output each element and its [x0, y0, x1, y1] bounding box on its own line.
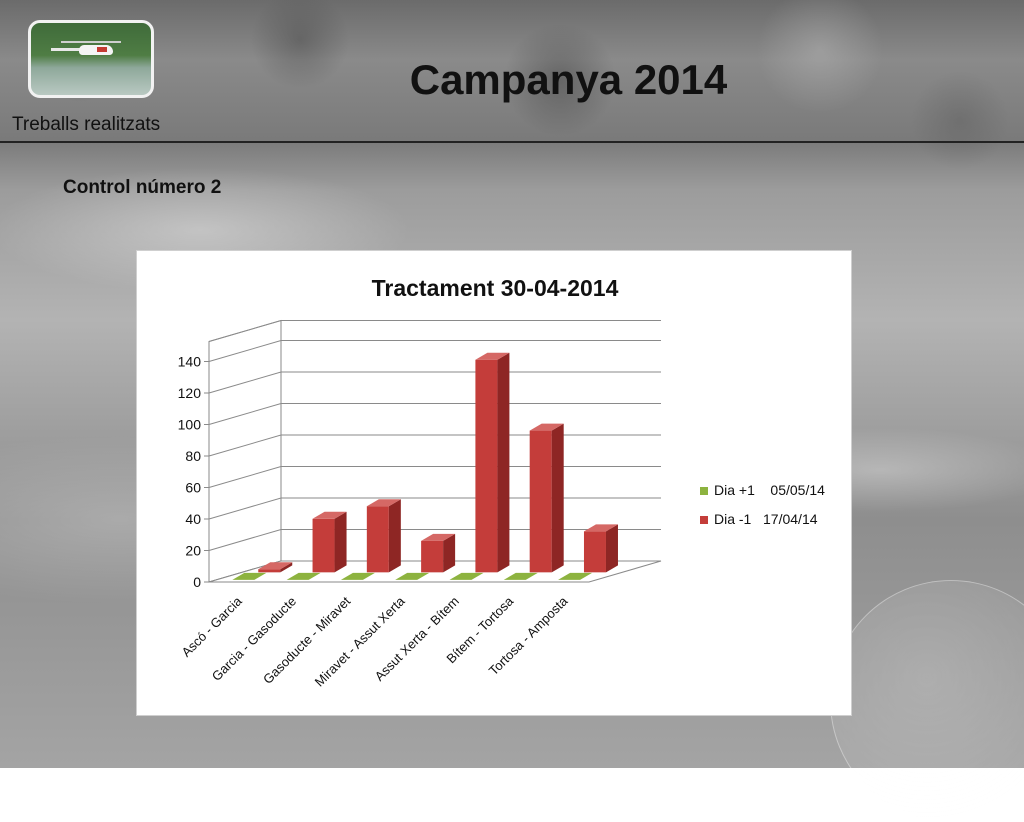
bar-top-green [232, 572, 267, 580]
bar-chart: Tractament 30-04-2014 0 20 40 60 80 100 120 140… [178, 275, 825, 689]
bar-side [388, 499, 401, 573]
bar-top-green [286, 572, 321, 580]
helicopter-body [79, 45, 113, 55]
bar-side [551, 423, 564, 573]
helicopter-rotor [61, 41, 121, 43]
bar-top [312, 511, 347, 519]
bar-top [475, 352, 510, 360]
bar-top [421, 533, 456, 541]
bar-side [497, 352, 510, 573]
bar-front [366, 506, 389, 573]
helicopter-photo [28, 20, 154, 98]
slide-title: Campanya 2014 [409, 56, 728, 103]
gridline [208, 371, 661, 394]
chart-frame: Tractament 30-04-2014 0 20 40 60 80 100 120 140… [136, 250, 852, 716]
y-tick-label: 80 [185, 448, 201, 464]
x-tick-label: Miravet - Assut Xerta [312, 593, 408, 689]
bar-top [583, 524, 618, 532]
section-heading: Control número 2 [63, 177, 222, 198]
bar-top-green [340, 572, 375, 580]
helicopter-tail [51, 48, 81, 51]
bar-top-green [449, 572, 484, 580]
bar-side [605, 524, 618, 573]
side-wall [208, 319, 282, 583]
bar-top [366, 499, 401, 507]
bar-top [258, 562, 293, 570]
helicopter-stripe [97, 47, 107, 52]
bar-front [312, 518, 335, 573]
header-divider [0, 141, 1024, 143]
legend-label: Dia +1 05/05/14 [714, 482, 825, 498]
y-tick-label: 120 [178, 385, 202, 401]
y-tick-label: 60 [185, 480, 201, 496]
y-tick-label: 20 [185, 543, 201, 559]
bar-front [529, 430, 552, 573]
y-tick-label: 0 [193, 574, 201, 590]
y-tick-label: 40 [185, 511, 201, 527]
bar-side [334, 511, 347, 573]
gridline [208, 340, 661, 362]
y-tick-label: 100 [178, 417, 202, 433]
bar-top [529, 423, 564, 431]
slide-subtitle: Treballs realitzats [12, 114, 161, 135]
legend-swatch [700, 487, 708, 495]
bar-top-green [503, 572, 538, 580]
bar-front [421, 540, 444, 573]
bar-side [443, 533, 456, 573]
legend-label: Dia -1 17/04/14 [714, 511, 818, 527]
forest-background [0, 0, 1024, 180]
bar-top-green [558, 572, 593, 580]
bar-top-green [395, 572, 430, 580]
bar-front [583, 531, 606, 573]
bar-front [475, 359, 498, 573]
bar-side [280, 562, 293, 573]
chart-title: Tractament 30-04-2014 [372, 275, 619, 301]
y-tick-label: 140 [178, 354, 202, 370]
gridline [208, 403, 661, 425]
legend-swatch [700, 516, 708, 524]
wall-top-edge [208, 320, 661, 342]
bar-front [258, 569, 281, 573]
